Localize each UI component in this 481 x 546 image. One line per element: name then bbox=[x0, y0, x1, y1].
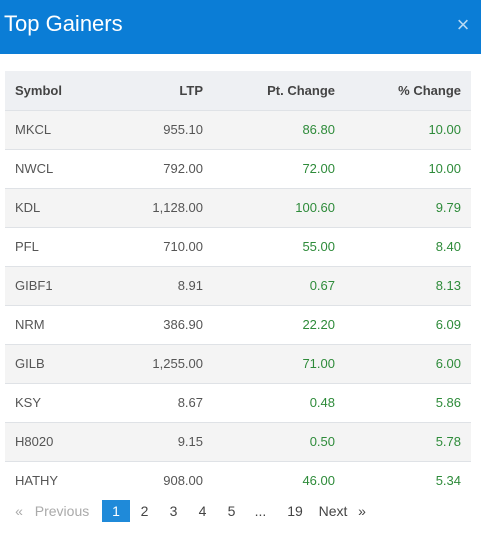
table-row[interactable]: PFL 710.00 55.00 8.40 bbox=[5, 227, 471, 267]
cell-pct-change: 8.13 bbox=[345, 266, 471, 306]
cell-pt-change: 0.48 bbox=[213, 383, 345, 423]
cell-symbol: GIBF1 bbox=[5, 266, 115, 306]
cell-ltp: 1,128.00 bbox=[115, 188, 213, 228]
modal-header: Top Gainers × bbox=[0, 0, 481, 54]
cell-symbol: PFL bbox=[5, 227, 115, 267]
cell-ltp: 8.67 bbox=[115, 383, 213, 423]
cell-ltp: 9.15 bbox=[115, 422, 213, 462]
close-icon[interactable]: × bbox=[456, 12, 470, 37]
table-row[interactable]: KDL 1,128.00 100.60 9.79 bbox=[5, 188, 471, 228]
cell-pct-change: 5.86 bbox=[345, 383, 471, 423]
cell-symbol: HATHY bbox=[15, 473, 59, 489]
page-2-button[interactable]: 2 bbox=[140, 503, 149, 519]
cell-symbol: NRM bbox=[5, 305, 115, 345]
cell-ltp: 386.90 bbox=[115, 305, 213, 345]
page-19-button[interactable]: 19 bbox=[287, 503, 303, 519]
pagination: « Previous 1 2 3 4 5 ... 19 Next » bbox=[12, 500, 369, 522]
cell-pt-change: 55.00 bbox=[213, 227, 345, 267]
cell-symbol: GILB bbox=[5, 344, 115, 384]
modal-title: Top Gainers bbox=[4, 11, 123, 36]
column-header-symbol[interactable]: Symbol bbox=[5, 71, 115, 111]
page-3-button[interactable]: 3 bbox=[169, 503, 178, 519]
cell-pt-change: 86.80 bbox=[213, 110, 345, 150]
table-row[interactable]: GIBF1 8.91 0.67 8.13 bbox=[5, 266, 471, 306]
prev-arrow-icon[interactable]: « bbox=[15, 503, 23, 519]
column-header-pt-change[interactable]: Pt. Change bbox=[213, 71, 345, 111]
cell-pct-change: 8.40 bbox=[345, 227, 471, 267]
page-5-button[interactable]: 5 bbox=[227, 503, 236, 519]
cell-ltp: 908.00 bbox=[163, 473, 203, 489]
cell-symbol: MKCL bbox=[5, 110, 115, 150]
cell-pct-change: 6.00 bbox=[345, 344, 471, 384]
cell-ltp: 710.00 bbox=[115, 227, 213, 267]
cell-pt-change: 46.00 bbox=[302, 473, 335, 489]
cell-symbol: KSY bbox=[5, 383, 115, 423]
gainers-table: Symbol LTP Pt. Change % Change MKCL 955.… bbox=[5, 71, 471, 500]
cell-pct-change: 5.78 bbox=[345, 422, 471, 462]
table-row[interactable]: KSY 8.67 0.48 5.86 bbox=[5, 383, 471, 423]
column-header-ltp[interactable]: LTP bbox=[115, 71, 213, 111]
table-row[interactable]: HATHY 908.00 46.00 5.34 bbox=[5, 461, 471, 500]
next-arrow-icon[interactable]: » bbox=[358, 503, 366, 519]
cell-symbol: NWCL bbox=[5, 149, 115, 189]
cell-pt-change: 0.67 bbox=[213, 266, 345, 306]
cell-pct-change: 6.09 bbox=[345, 305, 471, 345]
cell-symbol: KDL bbox=[5, 188, 115, 228]
table-header-row: Symbol LTP Pt. Change % Change bbox=[5, 71, 471, 111]
cell-ltp: 8.91 bbox=[115, 266, 213, 306]
table-body: MKCL 955.10 86.80 10.00 NWCL 792.00 72.0… bbox=[5, 110, 471, 500]
cell-pct-change: 10.00 bbox=[345, 149, 471, 189]
previous-page-button[interactable]: Previous bbox=[34, 503, 90, 519]
cell-symbol: H8020 bbox=[5, 422, 115, 462]
column-header-pct-change[interactable]: % Change bbox=[345, 71, 471, 111]
cell-pt-change: 71.00 bbox=[213, 344, 345, 384]
page-4-button[interactable]: 4 bbox=[198, 503, 207, 519]
cell-ltp: 955.10 bbox=[115, 110, 213, 150]
table-row[interactable]: H8020 9.15 0.50 5.78 bbox=[5, 422, 471, 462]
next-page-button[interactable]: Next bbox=[318, 503, 348, 519]
table-row[interactable]: GILB 1,255.00 71.00 6.00 bbox=[5, 344, 471, 384]
cell-ltp: 1,255.00 bbox=[115, 344, 213, 384]
page-1-button[interactable]: 1 bbox=[102, 500, 130, 522]
cell-pct-change: 10.00 bbox=[345, 110, 471, 150]
cell-pt-change: 22.20 bbox=[213, 305, 345, 345]
cell-ltp: 792.00 bbox=[115, 149, 213, 189]
cell-pt-change: 0.50 bbox=[213, 422, 345, 462]
table-row[interactable]: MKCL 955.10 86.80 10.00 bbox=[5, 110, 471, 150]
table-row[interactable]: NRM 386.90 22.20 6.09 bbox=[5, 305, 471, 345]
cell-pt-change: 72.00 bbox=[213, 149, 345, 189]
cell-pct-change: 9.79 bbox=[345, 188, 471, 228]
table-row[interactable]: NWCL 792.00 72.00 10.00 bbox=[5, 149, 471, 189]
cell-pt-change: 100.60 bbox=[213, 188, 345, 228]
pagination-ellipsis: ... bbox=[254, 503, 267, 519]
gainers-table-container: Symbol LTP Pt. Change % Change MKCL 955.… bbox=[5, 71, 471, 500]
cell-pct-change: 5.34 bbox=[435, 473, 461, 489]
